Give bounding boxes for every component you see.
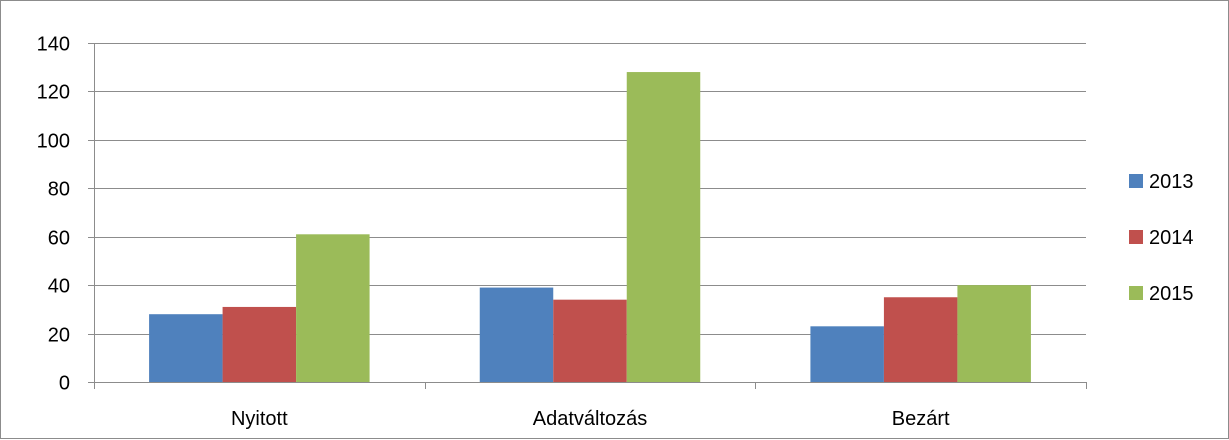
y-tick-label-140: 140 xyxy=(37,34,70,56)
bar-2015-Adatváltozás xyxy=(626,72,701,383)
legend-swatch-2013 xyxy=(1129,174,1143,188)
legend-swatch-2015 xyxy=(1129,286,1143,300)
bar-2013-Adatváltozás xyxy=(479,287,554,382)
axes: 0 20 40 60 80 100 120 140 Nyitott Adatváltozás Bez… xyxy=(37,34,1087,430)
y-tick-label-40: 40 xyxy=(48,276,70,298)
y-tick-label-60: 60 xyxy=(48,228,70,250)
x-category-label-0: Nyitott xyxy=(231,408,288,430)
bar-2015-Nyitott xyxy=(296,234,370,382)
bar-2014-Nyitott xyxy=(222,306,297,382)
bars xyxy=(149,72,1031,383)
y-tick-label-0: 0 xyxy=(59,373,70,395)
legend: 2013 2014 2015 xyxy=(1129,171,1194,305)
legend-label-2013: 2013 xyxy=(1149,171,1194,193)
y-tick-label-80: 80 xyxy=(48,179,70,201)
x-category-label-2: Bezárt xyxy=(892,408,950,430)
bar-2013-Bezárt xyxy=(810,326,884,382)
y-tick-label-120: 120 xyxy=(37,82,70,104)
bar-2014-Adatváltozás xyxy=(553,299,627,382)
legend-swatch-2014 xyxy=(1129,230,1143,244)
bar-2014-Bezárt xyxy=(883,297,958,382)
y-tick-label-100: 100 xyxy=(37,131,70,153)
bar-2013-Nyitott xyxy=(149,314,223,382)
y-tick-label-20: 20 xyxy=(48,325,70,347)
legend-label-2014: 2014 xyxy=(1149,227,1194,249)
bar-2015-Bezárt xyxy=(957,285,1031,382)
x-category-label-1: Adatváltozás xyxy=(533,408,648,430)
legend-label-2015: 2015 xyxy=(1149,283,1194,305)
gridlines xyxy=(94,43,1086,335)
